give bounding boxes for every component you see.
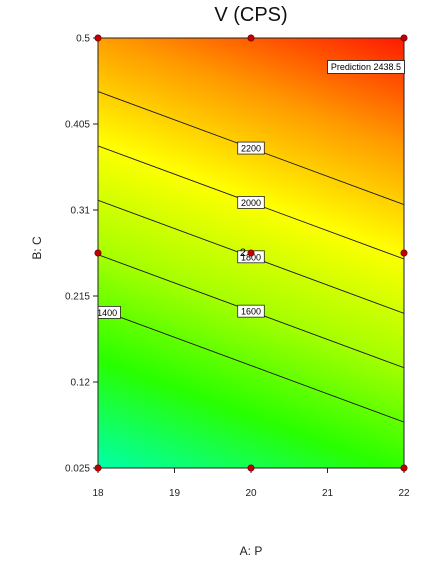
design-point (94, 249, 102, 257)
design-point (247, 464, 255, 472)
y-tick-label: 0.025 (65, 464, 90, 475)
design-point (400, 464, 408, 472)
contour-label-box-1600 (237, 304, 265, 318)
design-point (247, 34, 255, 42)
x-tick-label: 21 (322, 488, 334, 499)
center-point-label: 2 (240, 247, 246, 259)
prediction-label: Prediction (330, 62, 371, 72)
contour-label-box-2000 (237, 196, 265, 209)
y-tick-label: 0.31 (71, 206, 91, 217)
contour-line-1400 (98, 308, 404, 423)
prediction-box: Prediction 2438.5 (326, 60, 405, 74)
contour-label-1800: 1800 (241, 252, 261, 262)
x-tick-label: 20 (245, 488, 257, 499)
y-tick-label: 0.12 (71, 378, 91, 389)
contour-label-box-2200 (237, 141, 265, 155)
design-point (247, 249, 255, 257)
contour-label-1600: 1600 (241, 307, 261, 317)
y-axis-label: B: C (30, 236, 44, 260)
design-point (94, 464, 102, 472)
chart-title: V (CPS) (214, 4, 288, 26)
contour-label-1400: 1400 (97, 308, 117, 318)
design-point (400, 249, 408, 257)
design-point (400, 34, 408, 42)
y-tick-label: 0.215 (65, 292, 90, 303)
contour-label-box-1400 (98, 305, 121, 319)
design-point (94, 34, 102, 42)
contour-label-2200: 2200 (241, 144, 261, 154)
x-tick-label: 22 (398, 488, 410, 499)
contour-label-2000: 2000 (241, 198, 261, 208)
x-tick-label: 19 (169, 488, 181, 499)
y-tick-label: 0.405 (65, 120, 90, 131)
x-axis-label: A: P (239, 544, 263, 558)
x-tick-label: 18 (92, 488, 104, 499)
prediction-value: 2438.5 (373, 62, 401, 72)
y-tick-label: 0.5 (76, 34, 90, 45)
